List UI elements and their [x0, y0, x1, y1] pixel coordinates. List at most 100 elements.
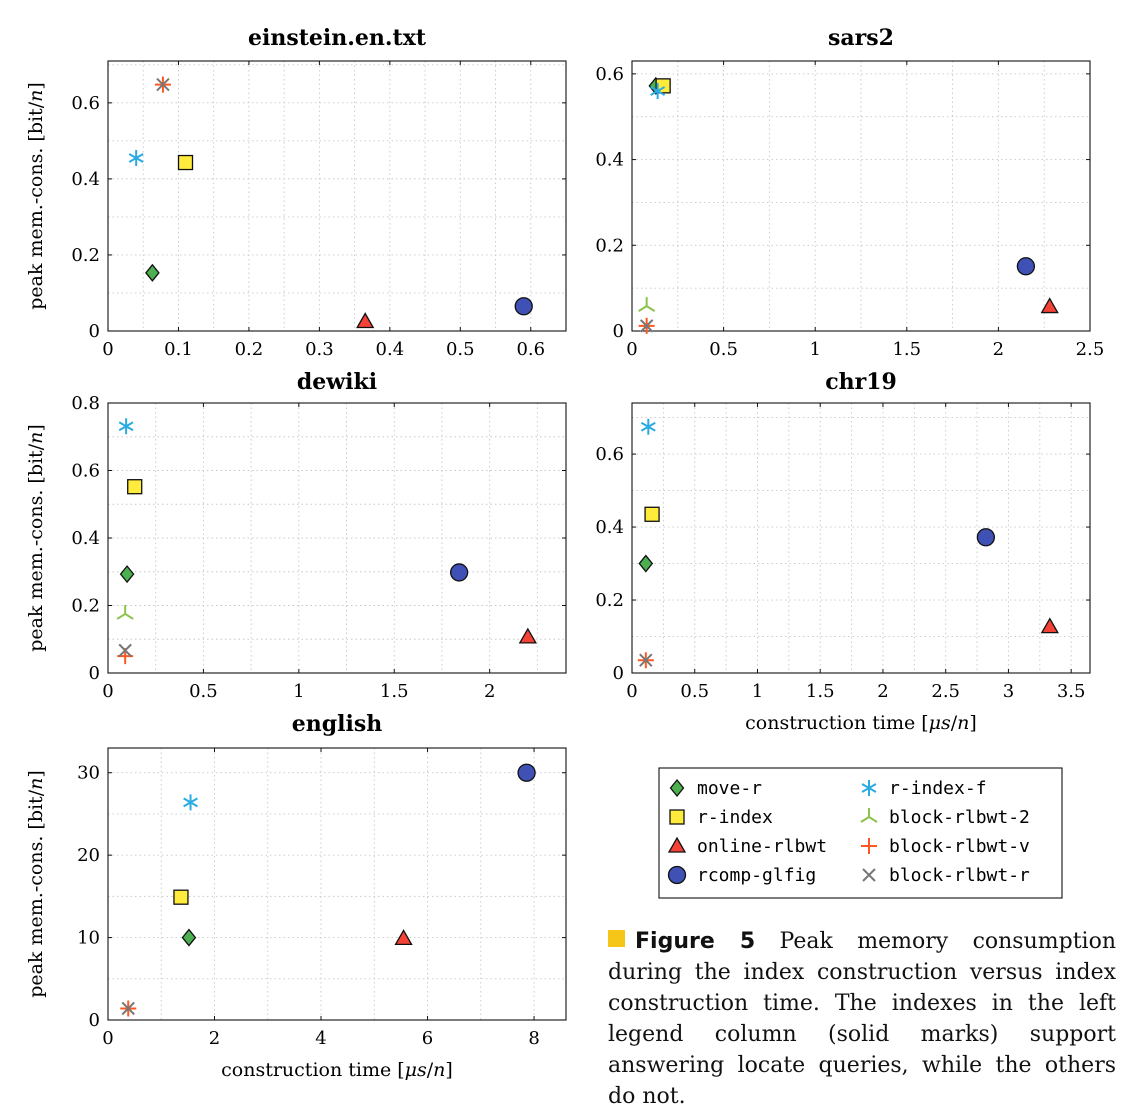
caption-text: Peak memory consumption during the index… — [608, 929, 1116, 1109]
legend-marker-online-rlbwt — [667, 836, 687, 853]
legend-label: rcomp-glfig — [697, 865, 816, 886]
legend-item-r-index: r-index — [669, 807, 773, 828]
x-tick-label: 0.6 — [516, 339, 545, 360]
y-tick-label: 0.4 — [71, 169, 100, 190]
legend-marker-move-r — [669, 778, 685, 798]
x-tick-label: 0.4 — [376, 339, 405, 360]
panel-chr19: 0 0.5 1 1.5 2 2.5 3 3.5 0 0.2 0.4 0.6 chr19 construct… — [595, 369, 1091, 734]
y-tick-label: 10 — [77, 928, 100, 949]
legend-marker-r-index-f — [861, 780, 877, 796]
x-tick-label: 1 — [293, 681, 304, 702]
y-tick-label: 0.2 — [71, 245, 100, 266]
data-point-r-index-f — [640, 418, 656, 435]
x-tick-label: 0.5 — [446, 339, 475, 360]
legend-item-block-rlbwt-r: block-rlbwt-r — [862, 865, 1030, 886]
data-point-block-rlbwt-r — [639, 653, 653, 667]
data-point-r-index-f — [118, 418, 134, 435]
y-tick-label: 20 — [77, 845, 100, 866]
caption-marker-icon — [608, 930, 625, 947]
panel-title: sars2 — [828, 25, 894, 51]
figure-caption: Figure 5 Peak memory consumption during … — [608, 926, 1116, 1112]
plot-frame — [107, 747, 567, 1021]
data-point-rcomp-glfig — [514, 297, 533, 316]
x-tick-label: 0 — [102, 681, 113, 702]
legend-label: block-rlbwt-r — [889, 865, 1030, 886]
data-point-block-rlbwt-2 — [638, 297, 656, 312]
caption-label: Figure 5 — [635, 929, 756, 954]
x-tick-label: 0.5 — [189, 681, 218, 702]
x-tick-label: 0.5 — [680, 681, 709, 702]
y-tick-label: 0 — [613, 321, 624, 342]
x-tick-label: 2 — [209, 1028, 220, 1049]
legend-label: block-rlbwt-v — [889, 836, 1030, 857]
x-tick-label: 1 — [809, 339, 820, 360]
data-point-move-r — [119, 565, 135, 584]
legend-item-move-r: move-r — [669, 778, 762, 799]
legend-item-block-rlbwt-2: block-rlbwt-2 — [860, 807, 1030, 828]
x-tick-label: 8 — [528, 1028, 539, 1049]
y-tick-label: 0.4 — [71, 528, 100, 549]
data-point-online-rlbwt — [356, 312, 375, 329]
plot-frame — [631, 402, 1091, 674]
x-tick-label: 0.5 — [709, 339, 738, 360]
data-point-online-rlbwt — [394, 929, 413, 946]
x-tick-label: 0 — [102, 1028, 113, 1049]
legend-frame — [658, 767, 1063, 899]
x-tick-label: 1.5 — [380, 681, 409, 702]
data-point-move-r — [145, 263, 160, 282]
x-tick-label: 1.5 — [806, 681, 835, 702]
x-tick-label: 0 — [626, 681, 637, 702]
y-tick-label: 0.4 — [595, 517, 624, 538]
y-tick-label: 0.6 — [595, 444, 624, 465]
x-tick-label: 2.5 — [931, 681, 960, 702]
y-tick-label: 0 — [89, 663, 100, 684]
data-point-move-r — [181, 928, 197, 947]
data-point-block-rlbwt-r — [639, 319, 654, 333]
data-point-rcomp-glfig — [1016, 257, 1036, 276]
x-tick-label: 0.1 — [164, 339, 193, 360]
data-point-move-r — [638, 554, 654, 573]
legend-label: r-index — [697, 807, 773, 828]
data-point-r-index — [177, 154, 194, 171]
data-point-online-rlbwt — [518, 627, 537, 644]
legend: move-r r-index online-rlbwt rcomp-glfig r-in… — [658, 767, 1063, 899]
x-tick-label: 4 — [315, 1028, 326, 1049]
data-point-r-index-f — [183, 794, 198, 811]
x-tick-label: 3.5 — [1057, 681, 1086, 702]
legend-item-online-rlbwt: online-rlbwt — [667, 836, 827, 857]
x-tick-label: 1 — [752, 681, 763, 702]
panel-einstein-en-txt: 0 0.1 0.2 0.3 0.4 0.5 0.6 0 0.2 0.4 0.6 einstein.en… — [25, 25, 567, 360]
legend-label: block-rlbwt-2 — [889, 807, 1030, 828]
data-point-online-rlbwt — [1040, 617, 1059, 634]
legend-marker-r-index — [669, 809, 685, 825]
panel-title: einstein.en.txt — [248, 25, 427, 51]
panel-sars2: 0 0.5 1 1.5 2 2.5 0 0.2 0.4 0.6 sars2 — [595, 25, 1104, 360]
legend-label: move-r — [697, 778, 762, 799]
legend-marker-rcomp-glfig — [667, 865, 687, 885]
data-point-block-rlbwt-2 — [116, 604, 134, 620]
y-tick-label: 0.4 — [595, 150, 624, 171]
y-tick-label: 0.2 — [71, 596, 100, 617]
data-point-r-index — [173, 889, 189, 905]
legend-label: online-rlbwt — [697, 836, 827, 857]
y-tick-label: 0 — [613, 663, 624, 684]
data-point-block-rlbwt-r — [121, 1001, 135, 1016]
legend-marker-block-rlbwt-r — [862, 868, 876, 882]
y-tick-label: 0.2 — [595, 235, 624, 256]
legend-item-block-rlbwt-v: block-rlbwt-v — [861, 836, 1030, 857]
data-point-rcomp-glfig — [976, 528, 996, 547]
x-tick-label: 2 — [484, 681, 495, 702]
x-tick-label: 0 — [102, 339, 113, 360]
y-tick-label: 0.2 — [595, 590, 624, 611]
x-tick-label: 2 — [877, 681, 888, 702]
y-axis-label: peak mem.-cons. [bit/n] — [25, 424, 47, 652]
x-tick-label: 6 — [422, 1028, 433, 1049]
x-axis-label: construction time [μs/n] — [745, 712, 977, 734]
legend-item-rcomp-glfig: rcomp-glfig — [667, 865, 816, 886]
x-tick-label: 2.5 — [1076, 339, 1105, 360]
y-tick-label: 0 — [89, 321, 100, 342]
legend-marker-block-rlbwt-2 — [860, 808, 878, 823]
plot-frame — [107, 60, 567, 332]
data-point-block-rlbwt-r — [156, 77, 170, 92]
